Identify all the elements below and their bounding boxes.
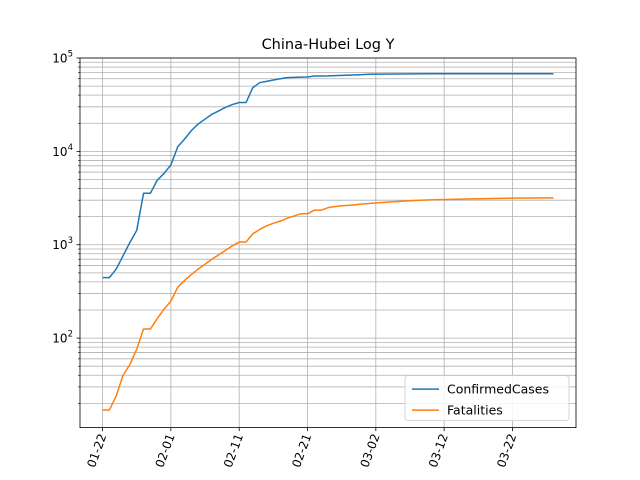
series-line-fatalities <box>102 197 554 411</box>
y-tick-label: 104 <box>52 143 73 159</box>
series-lines <box>102 73 554 411</box>
chart-title: China-Hubei Log Y <box>262 37 395 53</box>
plot-frame <box>79 57 577 429</box>
legend: ConfirmedCases Fatalities <box>404 375 570 422</box>
legend-label: ConfirmedCases <box>447 382 549 397</box>
y-tick-label: 105 <box>52 50 73 66</box>
y-tick-label: 103 <box>52 236 73 252</box>
plot-area <box>80 58 576 428</box>
y-axis: 102 103 104 105 <box>52 50 80 404</box>
legend-box <box>404 375 570 422</box>
series-line-confirmedcases <box>102 73 554 279</box>
legend-label: Fatalities <box>447 403 503 418</box>
y-tick-label: 102 <box>52 330 73 346</box>
